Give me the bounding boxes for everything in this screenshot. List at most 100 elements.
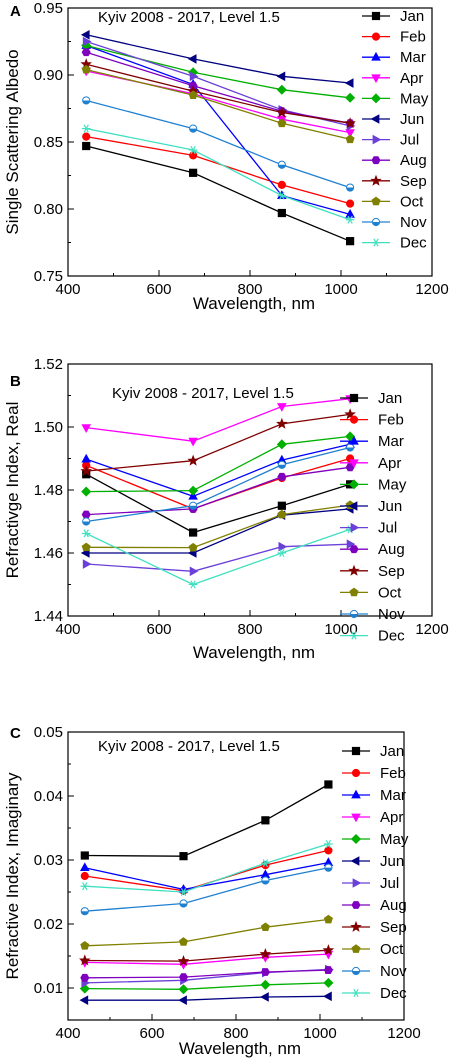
legend-marker <box>348 564 360 576</box>
series-jun <box>79 991 332 1005</box>
legend-item: Jan <box>342 743 404 760</box>
data-point <box>82 517 91 526</box>
data-point <box>81 529 91 538</box>
series-feb <box>82 454 355 513</box>
legend-item: Jun <box>340 498 402 515</box>
legend-marker <box>370 93 382 104</box>
data-point <box>344 117 356 129</box>
x-tick-label: 600 <box>139 1025 164 1042</box>
y-axis-title: Refractive Index, Imaginary <box>3 772 22 979</box>
legend-marker <box>350 920 362 932</box>
data-point <box>345 134 355 144</box>
legend-marker <box>349 545 359 554</box>
data-point <box>277 548 287 558</box>
data-point <box>345 129 355 138</box>
legend-marker <box>351 789 361 799</box>
legend-marker <box>371 11 381 21</box>
data-point <box>324 839 333 849</box>
x-tick-label: 800 <box>223 1025 248 1042</box>
legend-label: Jan <box>380 743 404 760</box>
data-point <box>261 876 270 885</box>
series-line <box>86 70 351 134</box>
legend-item: May <box>362 90 429 107</box>
series-nov <box>80 863 333 916</box>
series-line <box>86 44 351 99</box>
legend-item: May <box>342 831 409 848</box>
x-tick-label: 400 <box>55 1025 80 1042</box>
data-point <box>277 403 287 412</box>
series-may <box>81 431 356 497</box>
legend-item: Mar <box>340 433 404 450</box>
data-point <box>277 180 286 189</box>
data-point <box>81 542 91 552</box>
legend-label: May <box>378 476 407 493</box>
data-point <box>322 944 335 956</box>
legend-marker <box>351 901 361 909</box>
data-point <box>260 922 270 932</box>
data-point <box>276 417 288 429</box>
legend-label: Aug <box>400 152 427 169</box>
series-line <box>84 953 329 965</box>
data-point <box>189 566 199 577</box>
series-mar <box>79 857 334 893</box>
data-point <box>346 443 355 452</box>
y-axis-title: Refractivge Index, Real <box>3 402 22 579</box>
data-point <box>277 509 287 519</box>
data-point <box>277 160 286 169</box>
series-line <box>86 145 351 242</box>
legend-marker <box>351 944 361 953</box>
series-dec <box>81 525 355 589</box>
series-line <box>85 528 351 586</box>
legend-item: Jan <box>340 390 402 407</box>
data-point <box>179 852 188 861</box>
data-point <box>178 937 189 946</box>
data-point <box>81 424 92 433</box>
legend-label: Feb <box>378 412 404 429</box>
series-line <box>86 504 351 549</box>
legend-marker <box>372 134 382 145</box>
data-point <box>79 954 91 966</box>
legend-marker <box>370 174 382 186</box>
legend-item: Jan <box>362 8 424 25</box>
y-tick-label: 0.05 <box>34 724 63 741</box>
series-aug <box>80 966 333 982</box>
data-point <box>179 887 188 897</box>
data-point <box>344 78 354 88</box>
y-tick-label: 0.90 <box>34 67 63 84</box>
series-mar <box>81 40 355 218</box>
x-tick-label: 600 <box>146 621 171 638</box>
x-tick-label: 1200 <box>387 1025 420 1042</box>
data-point <box>187 454 199 466</box>
data-point <box>345 215 355 224</box>
y-axis-title: Single Scattering Albedo <box>3 49 22 234</box>
panel-a: A 400 600 800 1000 1200 0.75 0.80 0.85 0.90 0.95 Wa… <box>3 0 449 313</box>
data-point <box>324 846 333 855</box>
data-point <box>188 580 198 589</box>
legend-item: Jul <box>340 520 397 537</box>
data-point <box>80 871 89 881</box>
plot-title: Kyiv 2008 - 2017, Level 1.5 <box>98 9 280 26</box>
legend-label: Aug <box>380 897 407 914</box>
legend-marker <box>348 479 360 490</box>
legend-label: May <box>380 831 409 848</box>
data-point <box>276 106 288 118</box>
legend-label: Feb <box>400 29 426 46</box>
legend-item: Feb <box>362 29 426 46</box>
legend-item: Aug <box>340 541 405 558</box>
data-point <box>277 501 286 510</box>
data-point <box>80 851 89 860</box>
x-axis-title: Wavelength, nm <box>193 294 315 313</box>
series-line <box>84 843 329 893</box>
data-point <box>323 966 333 975</box>
legend-marker <box>348 501 358 511</box>
series-line <box>86 466 351 516</box>
legend-item: Aug <box>342 897 407 914</box>
series-line <box>86 68 351 140</box>
legend-label: Mar <box>380 787 406 804</box>
data-point <box>81 48 91 57</box>
legend-label: Nov <box>378 606 405 623</box>
data-point <box>189 151 198 160</box>
data-point <box>346 199 355 208</box>
plot-frame <box>67 7 433 277</box>
y-tick-label: 0.80 <box>34 201 63 218</box>
